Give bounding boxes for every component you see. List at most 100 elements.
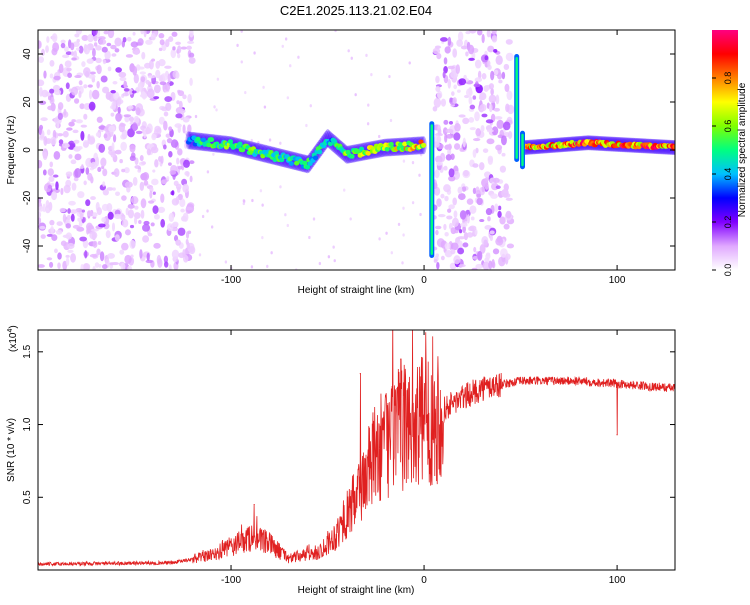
noise-blob [224,260,228,264]
noise-blob [70,51,75,56]
noise-blob [168,162,172,166]
noise-blob [81,61,86,67]
noise-blob [452,48,458,58]
noise-blob [461,186,467,192]
noise-blob [146,148,152,156]
noise-blob [480,125,485,132]
spike-core [521,133,524,167]
noise-blob [94,262,100,268]
noise-blob [139,249,143,259]
noise-blob [99,251,105,262]
noise-blob [126,36,132,42]
noise-blob [488,260,493,270]
noise-blob [284,213,287,217]
noise-blob [496,119,504,130]
noise-blob [184,142,188,149]
noise-blob [453,210,458,219]
noise-blob [52,174,59,178]
noise-blob [442,71,446,79]
noise-blob [128,116,134,122]
noise-blob [68,121,75,127]
noise-blob [401,261,404,265]
noise-blob [102,168,108,177]
noise-blob [75,47,80,51]
noise-blob [177,45,182,54]
noise-blob [54,248,58,254]
noise-blob [188,245,196,255]
noise-blob [78,220,83,227]
noise-blob [449,262,457,270]
noise-blob [60,187,64,196]
noise-blob [67,249,74,254]
noise-blob [170,48,177,59]
noise-blob [452,197,457,206]
noise-blob [279,141,282,145]
noise-blob [494,203,499,212]
noise-blob [437,90,443,99]
noise-blob [66,67,72,72]
noise-blob [110,151,116,158]
noise-blob [79,103,85,110]
noise-blob [490,193,498,199]
noise-blob [185,206,192,211]
noise-blob [166,176,170,181]
noise-blob [64,46,69,52]
noise-blob [442,127,448,136]
noise-blob [163,144,167,150]
noise-blob [38,126,42,136]
noise-blob [129,224,135,229]
noise-blob [83,44,91,55]
noise-blob [457,240,463,251]
noise-blob [189,30,194,38]
snr-scale-suffix: ) [8,325,19,328]
noise-blob [158,33,165,39]
noise-blob [450,249,456,255]
noise-blob [43,135,48,146]
noise-blob [77,191,85,199]
noise-blob [451,91,455,97]
noise-blob [62,213,67,223]
noise-blob [127,203,135,209]
noise-blob [436,52,442,60]
noise-blob [129,239,136,249]
noise-blob [453,84,458,90]
noise-blob [479,244,486,254]
noise-blob [150,33,156,41]
noise-blob [170,139,179,148]
noise-blob [124,254,132,264]
noise-blob [145,79,150,85]
noise-blob [38,264,45,268]
noise-blob [493,48,498,53]
noise-blob [62,130,69,138]
noise-blob [149,190,153,199]
noise-blob [73,139,80,144]
noise-blob [450,242,459,251]
noise-blob [505,52,514,62]
noise-blob [79,165,84,169]
noise-blob [110,112,115,117]
noise-blob [485,208,493,216]
noise-blob [153,214,160,220]
ridge-cell [279,157,285,163]
noise-blob [42,169,47,176]
noise-blob [443,57,448,65]
noise-blob [505,39,513,45]
noise-blob [74,33,80,38]
noise-blob [113,168,120,177]
noise-blob [366,122,370,126]
noise-blob [466,232,474,238]
noise-blob [189,77,193,87]
noise-blob [449,97,453,103]
noise-blob [462,117,470,125]
noise-blob [65,223,71,229]
noise-blob [458,264,466,268]
noise-blob [367,103,370,107]
noise-blob [286,96,290,100]
noise-blob [89,253,98,258]
noise-blob [92,265,96,270]
noise-blob [132,66,138,76]
noise-blob [150,222,155,227]
noise-blob [122,92,130,97]
noise-blob [65,82,70,90]
noise-blob [93,35,98,42]
